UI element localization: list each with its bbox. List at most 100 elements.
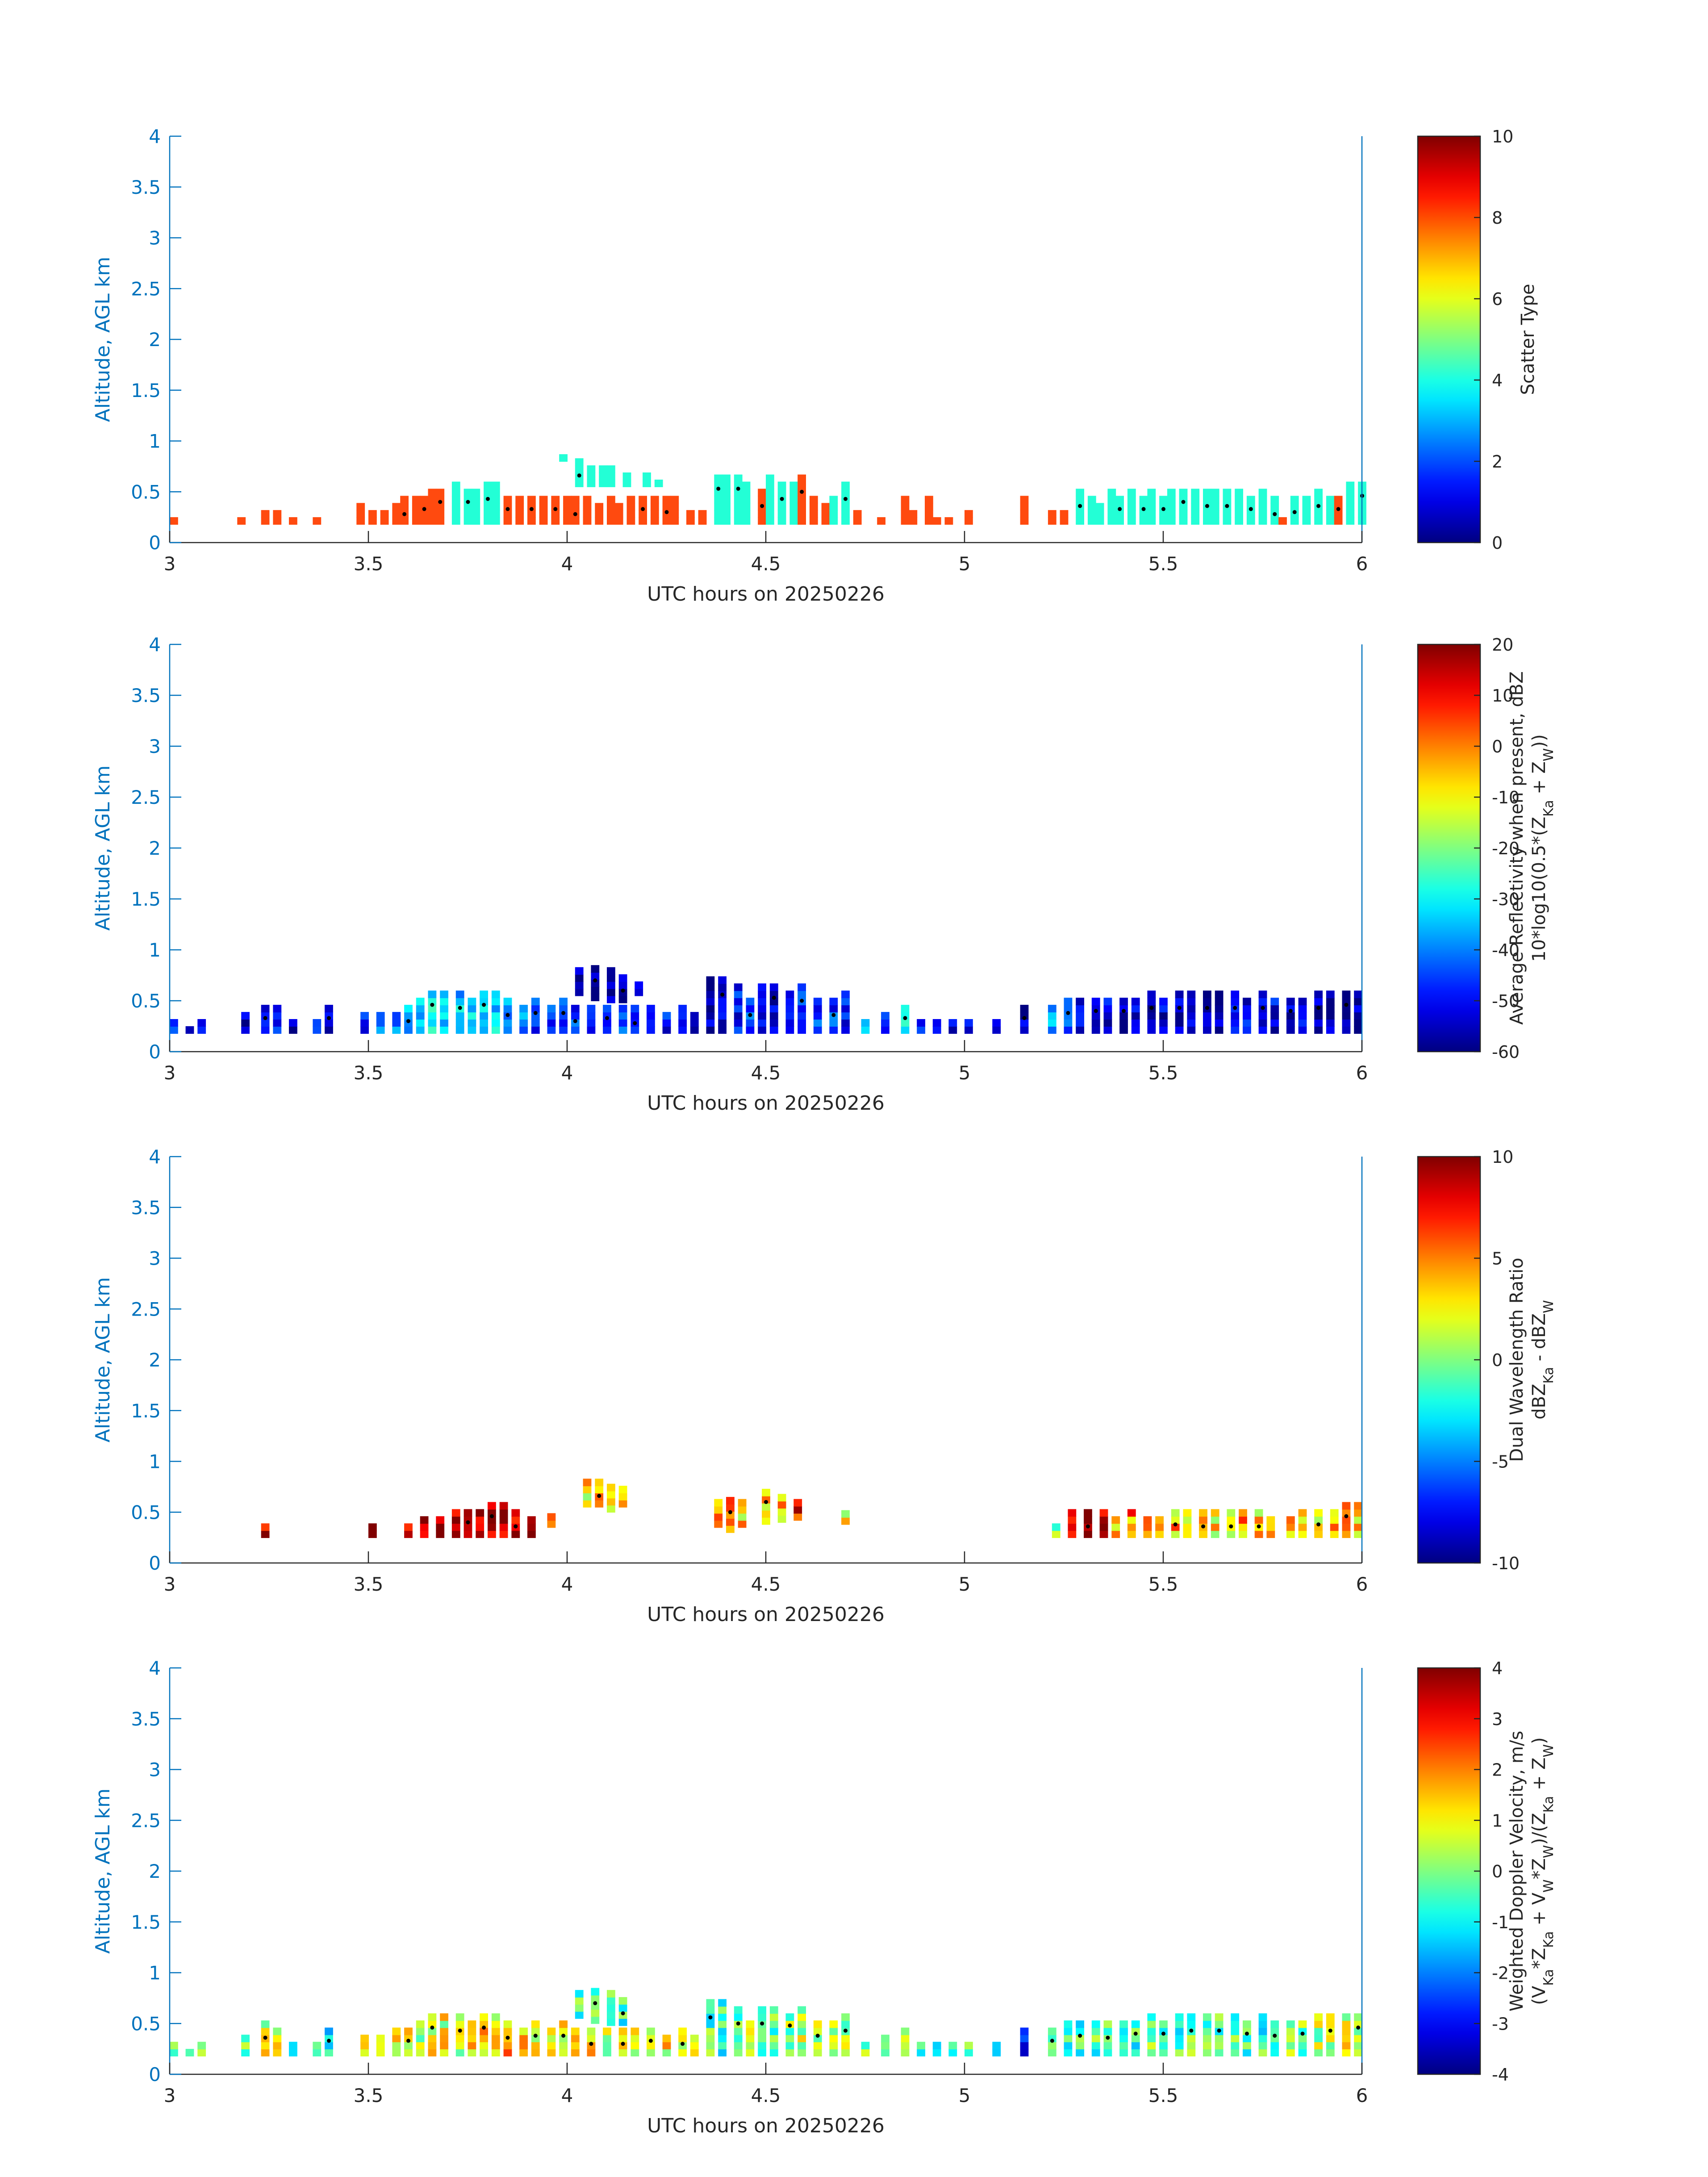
data-cell [595, 503, 604, 511]
data-cell [1334, 503, 1343, 511]
data-cell [758, 489, 766, 497]
data-cell [789, 510, 798, 518]
data-cell [1298, 2020, 1307, 2028]
data-cell [583, 1500, 592, 1508]
data-cell [1091, 1026, 1100, 1034]
data-cell [440, 1026, 448, 1034]
data-cell [591, 994, 600, 1001]
data-cell [1103, 2020, 1112, 2028]
data-cell [829, 2027, 838, 2035]
data-cell [1060, 510, 1069, 518]
data-cell [626, 496, 635, 504]
y-tick-label: 0.5 [131, 1501, 161, 1523]
data-cell [1354, 990, 1362, 999]
data-cell [170, 1026, 178, 1034]
data-cell [714, 510, 723, 518]
data-cell [722, 489, 731, 497]
x-tick-label: 4.5 [751, 1062, 781, 1084]
data-cell [1270, 2035, 1279, 2043]
data-cell [1342, 1502, 1351, 1510]
y-tick-label: 4 [149, 1146, 161, 1168]
data-cell [416, 998, 425, 1006]
marker-dot [505, 1013, 510, 1017]
data-cell [1191, 510, 1200, 518]
data-cell [519, 2042, 528, 2050]
data-cell [901, 510, 910, 518]
data-cell [798, 503, 806, 511]
data-cell [965, 2049, 973, 2056]
y-tick-label: 0 [149, 532, 161, 554]
data-cell [678, 2027, 687, 2035]
data-cell [531, 2035, 540, 2043]
data-cell [1167, 510, 1176, 518]
data-cell [1215, 2035, 1224, 2043]
data-cell [1091, 2035, 1100, 2043]
data-cell [734, 998, 743, 1006]
data-cell [1087, 517, 1096, 525]
data-cell [718, 2006, 727, 2014]
data-cell [273, 2042, 282, 2050]
colorbar-tick-label: -2 [1492, 1964, 1509, 1983]
data-cell [1354, 1502, 1362, 1510]
data-cell [185, 1026, 194, 1034]
marker-dot [1261, 1006, 1265, 1010]
data-cell [380, 517, 389, 525]
data-cell [631, 2035, 639, 2043]
x-tick-label: 5 [959, 1573, 971, 1595]
data-cell [1091, 2042, 1100, 2050]
data-cell [559, 2020, 568, 2028]
data-cell [1064, 1026, 1073, 1034]
data-cell [527, 496, 536, 504]
data-cell [841, 2020, 850, 2028]
marker-dot [533, 2034, 538, 2038]
data-cell [766, 510, 774, 518]
data-cell [464, 1516, 472, 1524]
data-cell [738, 1520, 747, 1528]
data-cell [789, 496, 798, 504]
data-cell [404, 1012, 413, 1020]
data-cell [1270, 2049, 1279, 2056]
data-cell [1270, 517, 1279, 525]
data-cell [1203, 998, 1211, 1006]
data-cell [1286, 2020, 1295, 2028]
data-cell [376, 1012, 385, 1020]
data-cell [571, 2049, 580, 2056]
data-cell [798, 2020, 806, 2028]
data-cell [488, 1523, 496, 1531]
data-cell [909, 517, 918, 525]
data-cell [1342, 990, 1351, 999]
data-cell [769, 2042, 778, 2050]
data-cell [241, 2049, 250, 2056]
data-cell [1064, 1005, 1073, 1013]
data-cell [468, 1012, 476, 1020]
data-cell [1095, 510, 1104, 518]
marker-dot [760, 2021, 764, 2026]
data-cell [1147, 2013, 1156, 2021]
data-cell [480, 2020, 488, 2028]
data-cell [1187, 2042, 1196, 2050]
data-cell [289, 2042, 297, 2050]
data-cell [1159, 2042, 1168, 2050]
data-cell [451, 1523, 460, 1531]
data-cell [376, 2049, 385, 2056]
data-cell [440, 1012, 448, 1020]
data-cell [901, 2027, 910, 2035]
colorbar-label: Scatter Type [1518, 284, 1538, 395]
data-cell [1064, 2042, 1073, 2050]
data-cell [785, 2042, 794, 2050]
x-tick-label: 6 [1356, 2085, 1368, 2106]
data-cell [1048, 2049, 1057, 2056]
data-cell [1270, 998, 1279, 1006]
data-cell [1258, 2020, 1267, 2028]
y-tick-label: 2.5 [131, 1809, 161, 1831]
data-cell [1215, 2013, 1224, 2021]
data-cell [491, 489, 500, 497]
data-cell [650, 496, 659, 504]
data-cell [1254, 1509, 1263, 1517]
data-cell [400, 517, 409, 525]
data-cell [261, 517, 270, 525]
data-cell [451, 503, 460, 511]
data-cell [455, 998, 464, 1006]
colorbar-3: -10 -5 0 5 10 Dual Wavelength Ratio dBZKa - dB… [1417, 1147, 1557, 1573]
data-cell [468, 2020, 476, 2028]
